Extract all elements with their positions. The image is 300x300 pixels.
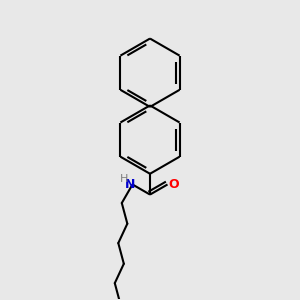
Text: H: H [120,174,128,184]
Text: N: N [125,178,135,191]
Text: O: O [169,178,179,191]
